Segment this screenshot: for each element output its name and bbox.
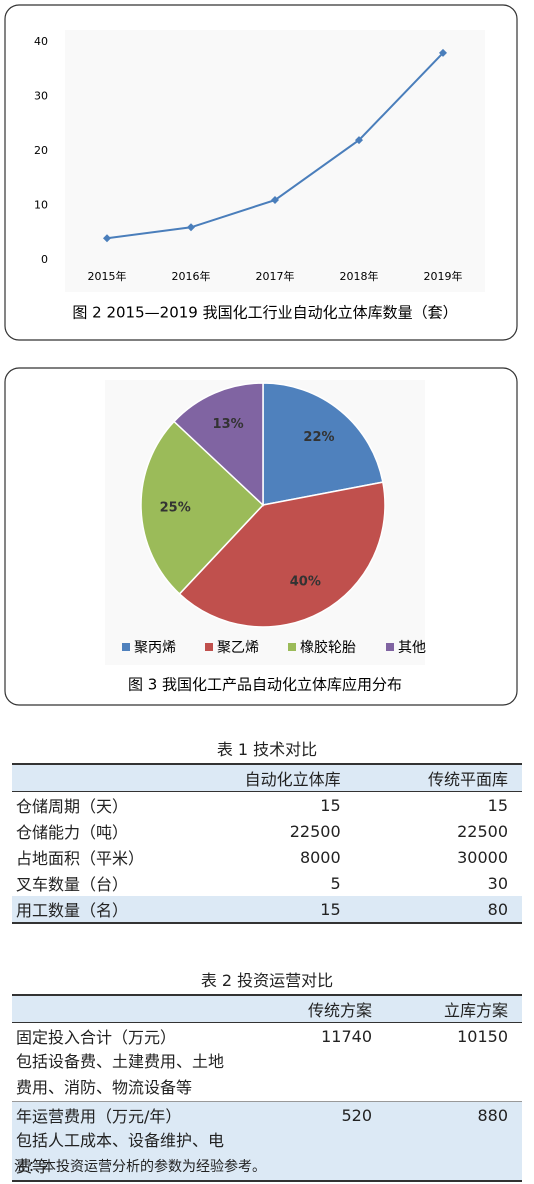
marker: [187, 223, 195, 232]
cell: 22500: [457, 821, 508, 841]
cell: 10150: [457, 1026, 508, 1046]
detail-row: 包括设备费、土建费用、土地费用、消防、物流设备等: [12, 1049, 522, 1102]
figure-caption: 图 2 2015—2019 我国化工行业自动化立体库数量（套）: [72, 304, 457, 322]
header-cell: 自动化立体库: [244, 770, 341, 789]
figures: 图 2 2015—2019 我国化工行业自动化立体库数量（套） 图 3 我国化工…: [4, 4, 518, 706]
pie-slice: [178, 481, 386, 628]
cell: 520: [341, 1105, 372, 1125]
table-row: 年运营费用（万元/年） 520 880: [12, 1101, 522, 1128]
row-detail: 包括设备费、土建费用、土地费用、消防、物流设备等: [16, 1052, 225, 1097]
table-row: 用工数量（名） 15 80: [12, 896, 522, 923]
figure-caption: 图 3 我国化工产品自动化立体库应用分布: [128, 676, 402, 694]
legend-label: 聚丙烯: [134, 640, 176, 656]
marker: [355, 136, 363, 145]
data-label: 25%: [160, 500, 191, 515]
data-label: 40%: [290, 574, 321, 589]
legend-swatch: [205, 643, 213, 651]
cell: 15: [320, 795, 341, 815]
legend-swatch: [288, 643, 296, 651]
y-tick-label: 40: [34, 35, 48, 48]
data-label: 13%: [213, 417, 244, 432]
table-row: 叉车数量（台） 5 30: [12, 870, 522, 896]
row-label: 占地面积（平米）: [16, 849, 145, 868]
pie-slice: [140, 420, 265, 595]
cell: 5: [330, 873, 341, 893]
row-label: 仓储周期（天）: [16, 797, 129, 816]
cell: 30: [487, 873, 508, 893]
header-cell: [12, 764, 160, 792]
header-cell: 传统平面库: [427, 770, 508, 789]
marker: [103, 234, 111, 243]
header-cell: 传统方案: [307, 1001, 372, 1020]
row-label: 年运营费用（万元/年）: [16, 1107, 182, 1126]
cell: 880: [477, 1105, 508, 1125]
cell: 22500: [289, 821, 341, 841]
header-row: 传统方案 立库方案: [12, 995, 522, 1023]
table-grid: 自动化立体库 传统平面库仓储周期（天） 15 15 仓储能力（吨） 22500 22500 占…: [12, 763, 522, 924]
data-label: 22%: [303, 430, 334, 445]
y-tick-label: 0: [41, 253, 48, 266]
table-title: 表 1 技术对比: [216, 740, 318, 759]
pie-slice: [173, 382, 264, 507]
table-grid: 传统方案 立库方案固定投入合计（万元） 11740 10150 包括设备费、土建费用、土…: [12, 994, 522, 1182]
x-tick-label: 2016年: [172, 269, 211, 283]
y-tick-label: 20: [34, 144, 48, 157]
table-row: 仓储周期（天） 15 15: [12, 792, 522, 819]
row-label: 用工数量（名）: [16, 901, 129, 920]
legend-label: 橡胶轮胎: [300, 639, 356, 656]
plot-area: [65, 30, 485, 292]
cell: 15: [487, 795, 508, 815]
cell: 30000: [457, 847, 508, 867]
blank-cell: [250, 1049, 522, 1102]
x-tick-label: 2017年: [256, 269, 295, 283]
table: 表 2 投资运营对比传统方案 立库方案固定投入合计（万元） 11740 10150 包括…: [12, 968, 522, 1182]
cell: 11740: [321, 1026, 372, 1046]
cell: 8000: [299, 847, 341, 867]
legend-label: 其他: [398, 640, 426, 656]
cell: 80: [487, 899, 508, 919]
blank-cell: [250, 1128, 522, 1181]
legend-swatch: [122, 643, 130, 651]
detail-row: 包括人工成本、设备维护、电费等: [12, 1128, 522, 1181]
x-tick-label: 2018年: [340, 269, 379, 283]
marker: [439, 48, 447, 57]
table-row: 占地面积（平米） 8000 30000: [12, 844, 522, 870]
figure-frame: [4, 4, 518, 341]
header-row: 自动化立体库 传统平面库: [12, 764, 522, 792]
legend-label: 聚乙烯: [217, 640, 259, 656]
pie-slice: [262, 382, 384, 506]
header-cell: [12, 995, 250, 1023]
table-row: 固定投入合计（万元） 11740 10150: [12, 1023, 522, 1050]
row-label: 仓储能力（吨）: [16, 823, 129, 842]
table: 表 1 技术对比自动化立体库 传统平面库仓储周期（天） 15 15 仓储能力（吨） 225…: [12, 737, 522, 924]
legend-swatch: [386, 643, 394, 651]
table-title: 表 2 投资运营对比: [200, 971, 334, 990]
x-tick-label: 2015年: [88, 269, 127, 283]
cell: 15: [320, 899, 341, 919]
y-tick-label: 10: [34, 199, 48, 212]
marker: [271, 196, 279, 205]
figure-frame: [4, 367, 518, 706]
row-detail: 包括人工成本、设备维护、电费等: [16, 1131, 225, 1176]
note: 注：本投资运营分析的参数为经验参考。: [14, 1159, 266, 1175]
row-label: 叉车数量（台）: [16, 875, 129, 894]
y-tick-label: 30: [34, 90, 48, 103]
header-cell: 立库方案: [443, 1001, 508, 1020]
row-label: 固定投入合计（万元）: [16, 1028, 177, 1047]
x-tick-label: 2019年: [424, 269, 463, 283]
table-row: 仓储能力（吨） 22500 22500: [12, 818, 522, 844]
